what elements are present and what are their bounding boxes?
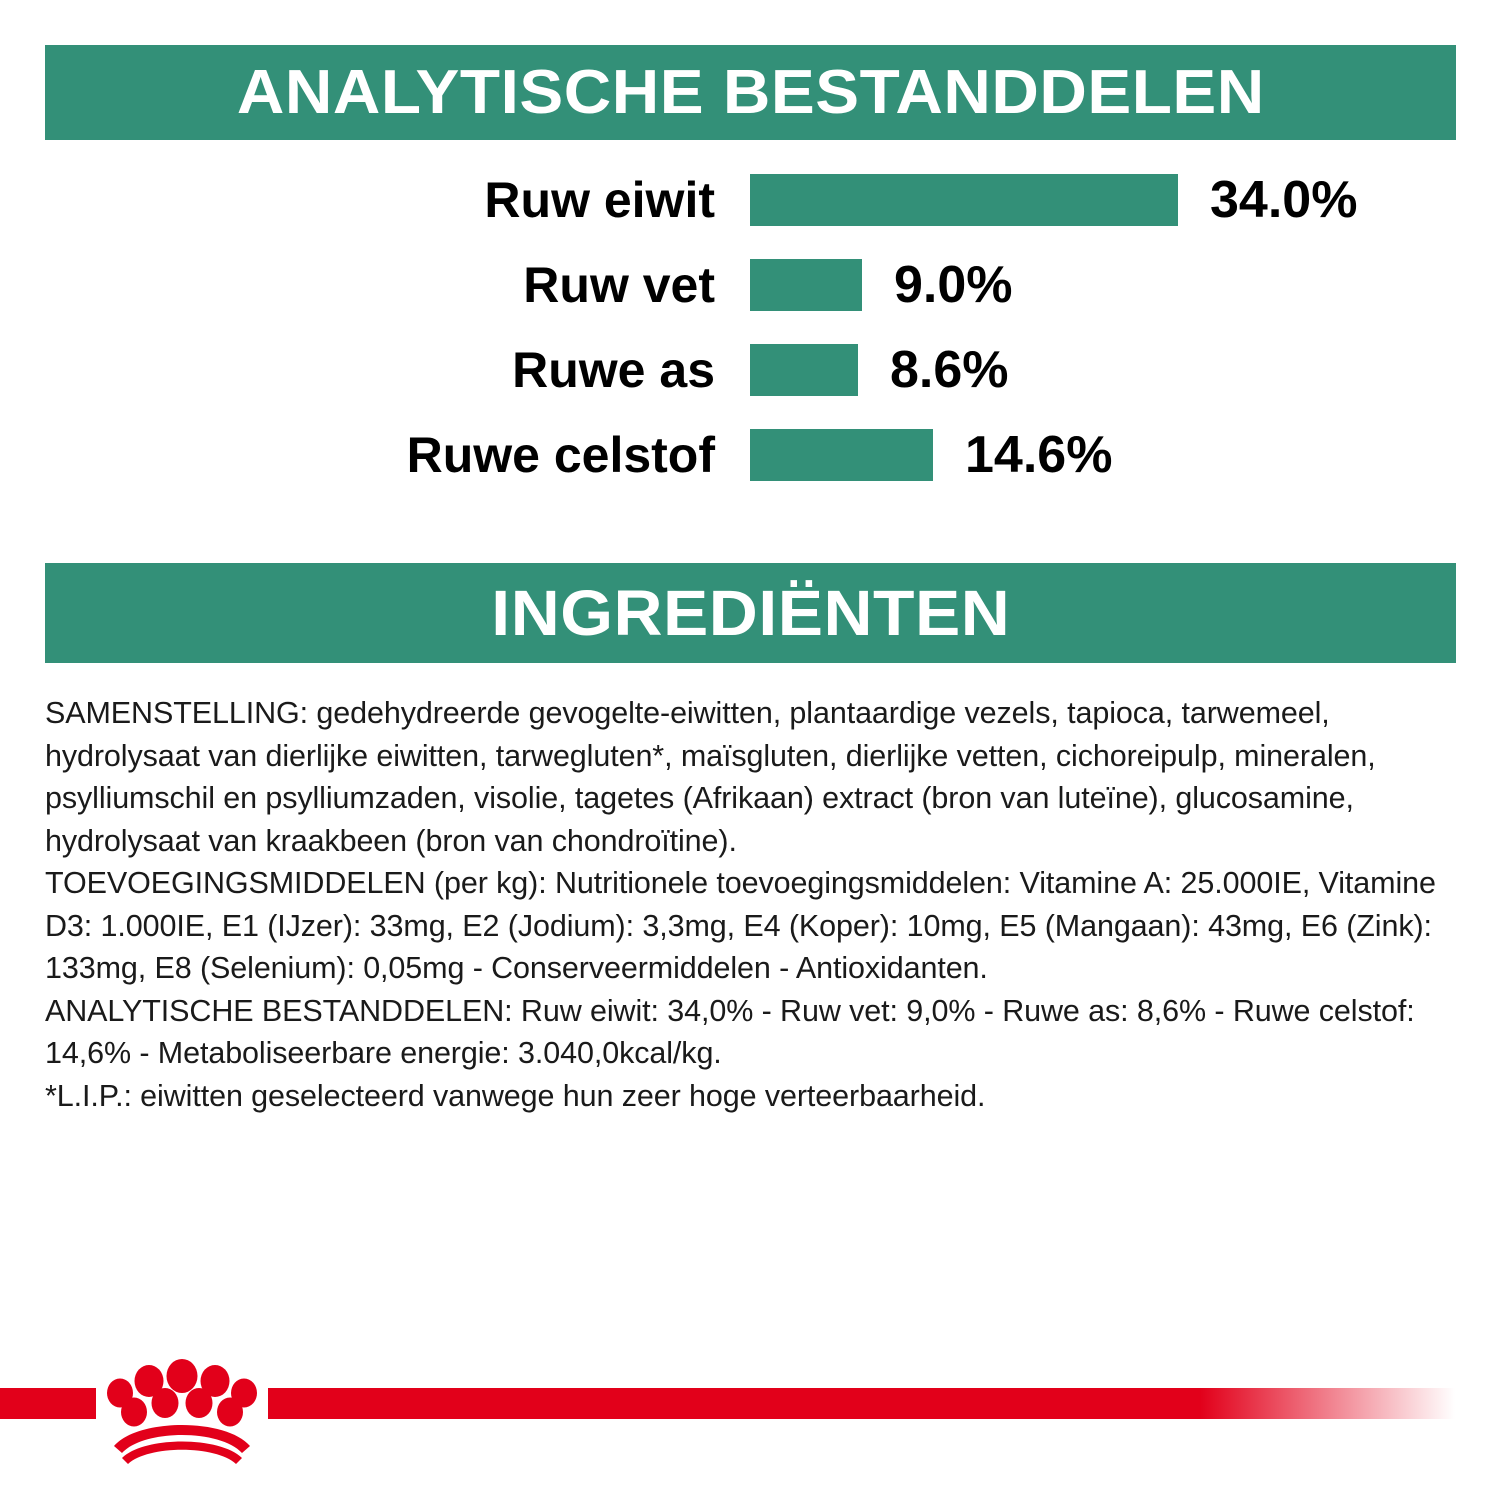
footer	[0, 1359, 1500, 1500]
bar-fill-ruwe-celstof	[750, 429, 933, 481]
ingredients-paragraph-lip-footnote: *L.I.P.: eiwitten geselecteerd vanwege h…	[45, 1078, 986, 1113]
bar-fill-ruw-vet	[750, 259, 862, 311]
analytical-constituents-banner: ANALYTISCHE BESTANDDELEN	[45, 45, 1456, 140]
ingredients-title: INGREDIËNTEN	[491, 577, 1010, 649]
bar-track-ruw-eiwit	[750, 174, 1178, 226]
analytical-constituents-chart: Ruw eiwit 34.0% Ruw vet 9.0% Ruwe as 8.6…	[0, 165, 1500, 525]
chart-row-ruwe-as: Ruwe as 8.6%	[0, 335, 1500, 405]
ingredients-body: SAMENSTELLING: gedehydreerde gevogelte-e…	[45, 692, 1465, 1117]
bar-value-ruw-vet: 9.0%	[894, 256, 1013, 314]
bar-value-ruwe-celstof: 14.6%	[965, 426, 1113, 484]
ingredients-paragraph-analytical: ANALYTISCHE BESTANDDELEN: Ruw eiwit: 34,…	[45, 993, 1415, 1071]
analytical-constituents-title: ANALYTISCHE BESTANDDELEN	[236, 57, 1265, 127]
bar-fill-ruwe-as	[750, 344, 858, 396]
chart-row-ruw-vet: Ruw vet 9.0%	[0, 250, 1500, 320]
bar-track-ruwe-celstof	[750, 429, 933, 481]
bar-label-ruw-vet: Ruw vet	[523, 257, 715, 313]
ingredients-banner: INGREDIËNTEN	[45, 563, 1456, 663]
ingredients-paragraph-composition: SAMENSTELLING: gedehydreerde gevogelte-e…	[45, 696, 1376, 858]
chart-row-ruwe-celstof: Ruwe celstof 14.6%	[0, 420, 1500, 490]
chart-row-ruw-eiwit: Ruw eiwit 34.0%	[0, 165, 1500, 235]
bar-track-ruwe-as	[750, 344, 858, 396]
bar-value-ruw-eiwit: 34.0%	[1210, 171, 1358, 229]
bar-label-ruwe-as: Ruwe as	[512, 342, 715, 398]
bar-track-ruw-vet	[750, 259, 862, 311]
bar-label-ruwe-celstof: Ruwe celstof	[406, 427, 715, 483]
bar-label-ruw-eiwit: Ruw eiwit	[484, 172, 715, 228]
bar-fill-ruw-eiwit	[750, 174, 1178, 226]
bar-value-ruwe-as: 8.6%	[890, 341, 1009, 399]
ingredients-paragraph-additives: TOEVOEGINGSMIDDELEN (per kg): Nutritione…	[45, 866, 1436, 985]
royal-canin-crown-icon	[104, 1358, 260, 1468]
